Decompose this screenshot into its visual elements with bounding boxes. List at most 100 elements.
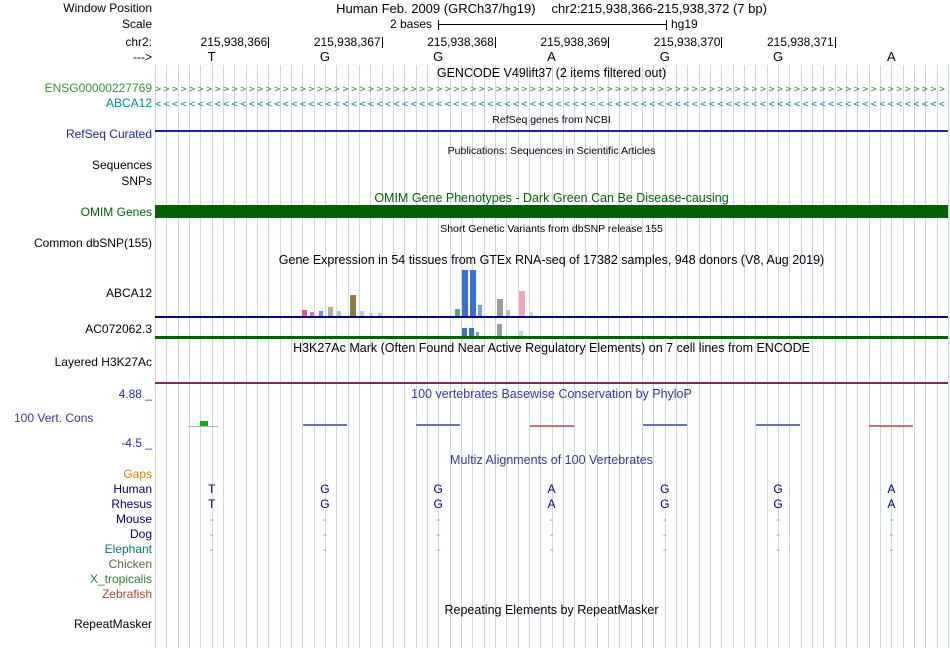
gene-model-abca12[interactable]: <<<<<<<<<<<<<<<<<<<<<<<<<<<<<<<<<<<<<<<<… xyxy=(155,99,948,110)
species-label-x_tropicalis[interactable]: X_tropicalis xyxy=(89,572,152,586)
alignment-base: - xyxy=(436,512,441,526)
alignment-base: - xyxy=(322,542,327,556)
guideline xyxy=(755,65,757,648)
omim-gene-bar[interactable] xyxy=(155,205,948,218)
gtex-expression-bar[interactable] xyxy=(519,331,523,336)
gtex-gene-label-ac072062[interactable]: AC072062.3 xyxy=(85,322,152,336)
track-header-multiz[interactable]: Multiz Alignments of 100 Vertebrates xyxy=(450,453,653,467)
track-label-repeatmasker[interactable]: RepeatMasker xyxy=(73,617,152,631)
track-label-sequences[interactable]: Sequences xyxy=(91,158,152,172)
guideline xyxy=(630,65,632,648)
guideline xyxy=(596,65,598,648)
gtex-expression-bar[interactable] xyxy=(497,324,502,336)
guideline xyxy=(302,65,304,648)
gtex-gene-label-abca12[interactable]: ABCA12 xyxy=(105,286,152,300)
gtex-expression-bar[interactable] xyxy=(337,311,341,316)
track-label-100-vert-cons[interactable]: 100 Vert. Cons xyxy=(14,411,94,425)
track-header-gtex[interactable]: Gene Expression in 54 tissues from GTEx … xyxy=(278,253,825,267)
guideline xyxy=(698,65,700,648)
track-header-phylop[interactable]: 100 vertebrates Basewise Conservation by… xyxy=(411,387,692,401)
species-label-dog[interactable]: Dog xyxy=(129,527,152,541)
alignment-base: A xyxy=(887,497,896,511)
track-header-h3k27ac[interactable]: H3K27Ac Mark (Often Found Near Active Re… xyxy=(293,341,810,355)
gene-label-ensg00000227769[interactable]: ENSG00000227769 xyxy=(44,81,152,95)
gtex-gene-line-ac072062[interactable] xyxy=(155,336,948,339)
gtex-expression-bar[interactable] xyxy=(469,328,474,336)
reference-base: G xyxy=(773,49,784,64)
coordinate-tick xyxy=(494,37,496,48)
track-label-common-dbsnp[interactable]: Common dbSNP(155) xyxy=(33,236,152,250)
conservation-mark xyxy=(643,424,687,426)
gtex-expression-bar[interactable] xyxy=(302,310,307,316)
track-label-omim-genes[interactable]: OMIM Genes xyxy=(80,205,152,219)
refseq-gene-line[interactable] xyxy=(155,130,948,132)
gtex-expression-bar[interactable] xyxy=(497,299,503,316)
gtex-expression-bar[interactable] xyxy=(350,295,356,316)
alignment-base: G xyxy=(660,482,670,496)
gtex-expression-bar[interactable] xyxy=(310,312,314,316)
guideline xyxy=(200,65,202,648)
alignment-base: - xyxy=(322,512,327,526)
gtex-expression-bar[interactable] xyxy=(519,291,525,316)
gene-model-ensg00000227769[interactable]: >>>>>>>>>>>>>>>>>>>>>>>>>>>>>>>>>>>>>>>>… xyxy=(155,84,948,95)
track-header-dbsnp[interactable]: Short Genetic Variants from dbSNP releas… xyxy=(440,223,663,235)
species-label-mouse[interactable]: Mouse xyxy=(115,512,152,526)
guideline xyxy=(290,65,292,648)
species-label-human[interactable]: Human xyxy=(113,482,152,496)
gtex-expression-bar[interactable] xyxy=(462,270,468,316)
gtex-expression-bar[interactable] xyxy=(369,313,373,316)
guideline xyxy=(438,65,440,648)
conservation-mark xyxy=(188,426,218,427)
gtex-expression-bar[interactable] xyxy=(328,307,333,316)
gtex-expression-bar[interactable] xyxy=(455,309,460,316)
track-label-gaps[interactable]: Gaps xyxy=(123,467,152,481)
guideline xyxy=(732,65,734,648)
reference-base: G xyxy=(433,49,444,64)
species-label-elephant[interactable]: Elephant xyxy=(104,542,152,556)
gtex-expression-bar[interactable] xyxy=(378,313,382,316)
guideline xyxy=(324,65,326,648)
guideline xyxy=(574,65,576,648)
gene-label-abca12[interactable]: ABCA12 xyxy=(105,96,152,110)
track-header-refseq[interactable]: RefSeq genes from NCBI xyxy=(492,114,611,126)
gtex-expression-bar[interactable] xyxy=(319,311,323,316)
alignment-base: A xyxy=(887,482,896,496)
h3k27ac-signal-line[interactable] xyxy=(155,382,948,384)
track-label-refseq-curated[interactable]: RefSeq Curated xyxy=(65,127,152,141)
guideline xyxy=(517,65,519,648)
gtex-gene-line-abca12[interactable] xyxy=(155,316,948,318)
alignment-base: - xyxy=(776,512,781,526)
guideline xyxy=(347,65,349,648)
gtex-expression-bar[interactable] xyxy=(476,332,479,336)
track-label-snps[interactable]: SNPs xyxy=(121,174,152,188)
track-header-omim[interactable]: OMIM Gene Phenotypes - Dark Green Can Be… xyxy=(374,191,729,205)
species-label-chicken[interactable]: Chicken xyxy=(108,557,152,571)
guideline xyxy=(642,65,644,648)
gtex-expression-bar[interactable] xyxy=(360,311,364,316)
guideline xyxy=(415,65,417,648)
gtex-expression-bar[interactable] xyxy=(470,270,476,316)
strand-label: ---> xyxy=(133,50,152,64)
track-header-gencode[interactable]: GENCODE V49lift37 (2 items filtered out) xyxy=(436,66,667,80)
guideline xyxy=(778,65,780,648)
guideline xyxy=(460,65,462,648)
guideline xyxy=(562,65,564,648)
guideline xyxy=(313,65,315,648)
species-label-rhesus[interactable]: Rhesus xyxy=(111,497,152,511)
scale-value: 2 bases xyxy=(389,17,432,31)
gtex-expression-bar[interactable] xyxy=(506,310,510,316)
track-label-h3k27ac[interactable]: Layered H3K27Ac xyxy=(54,355,152,369)
gtex-expression-bar[interactable] xyxy=(478,305,482,316)
species-label-zebrafish[interactable]: Zebrafish xyxy=(101,587,152,601)
gtex-expression-bar[interactable] xyxy=(529,312,533,316)
guideline xyxy=(370,65,372,648)
gtex-expression-bar[interactable] xyxy=(462,328,467,336)
guideline xyxy=(925,65,927,648)
alignment-base: T xyxy=(207,482,216,496)
guideline xyxy=(222,65,224,648)
reference-base: G xyxy=(319,49,330,64)
track-header-repeatmasker[interactable]: Repeating Elements by RepeatMasker xyxy=(444,603,659,617)
track-header-publications[interactable]: Publications: Sequences in Scientific Ar… xyxy=(447,145,656,157)
